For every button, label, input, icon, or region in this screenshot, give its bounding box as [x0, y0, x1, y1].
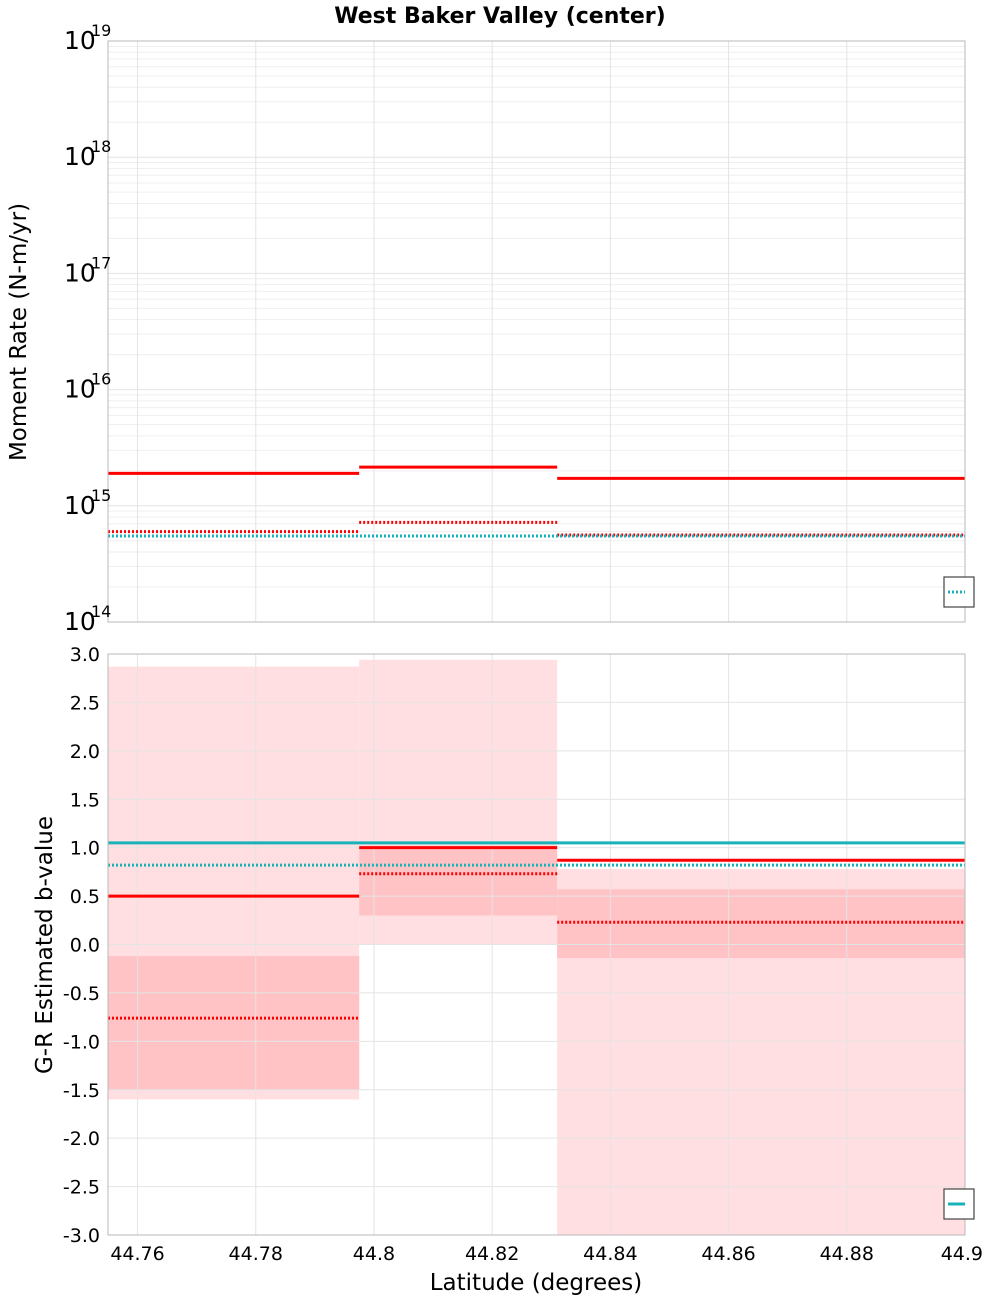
x-tick-label: 44.84	[583, 1243, 637, 1265]
moment-rate-y-tick-exponent: 16	[91, 370, 111, 389]
b-value-uncertainty-band	[108, 956, 360, 1090]
moment-rate-y-tick-exponent: 17	[91, 253, 111, 272]
b-value-y-tick-label: -3.0	[63, 1225, 100, 1247]
b-value-y-tick-label: -1.5	[63, 1080, 100, 1102]
b-value-y-tick-label: 1.0	[70, 838, 100, 860]
x-tick-label: 44.82	[465, 1243, 519, 1265]
moment-rate-y-tick-exponent: 15	[91, 486, 111, 505]
x-tick-label: 44.88	[820, 1243, 874, 1265]
moment-rate-y-axis-label: Moment Rate (N-m/yr)	[6, 203, 32, 461]
b-value-y-axis-label: G-R Estimated b-value	[32, 816, 58, 1074]
moment-rate-y-tick-exponent: 18	[91, 137, 111, 156]
b-value-x-ticks: 44.76 44.78 44.8 44.82 44.84 44.86 44.88 44.9	[110, 1243, 983, 1265]
x-tick-label: 44.9	[941, 1243, 983, 1265]
b-value-legend	[943, 1188, 975, 1220]
b-value-uncertainty-band	[359, 847, 558, 916]
moment-rate-y-tick-base: 10	[64, 491, 96, 520]
moment-rate-y-tick-base: 10	[64, 142, 96, 171]
moment-rate-legend	[943, 576, 975, 608]
b-value-uncertainty-bands	[108, 659, 965, 1235]
b-value-y-tick-label: 3.0	[70, 644, 100, 666]
moment-rate-frame	[107, 40, 966, 623]
b-value-y-ticks: 3.0 2.5 2.0 1.5 1.0 0.5 0.0 -0.5 -1.0 -1.5 -2.0 -2.…	[63, 644, 100, 1247]
b-value-y-tick-label: 0.0	[70, 935, 100, 957]
chart-title: West Baker Valley (center)	[334, 4, 665, 29]
moment-rate-grid	[108, 40, 966, 623]
x-tick-label: 44.78	[229, 1243, 283, 1265]
b-value-uncertainty-band	[557, 889, 965, 959]
b-value-y-tick-label: -0.5	[63, 983, 100, 1005]
b-value-frame	[107, 653, 966, 1236]
b-value-y-tick-label: 0.5	[70, 886, 100, 908]
moment-rate-y-tick-base: 10	[64, 607, 96, 636]
b-value-y-tick-label: 2.0	[70, 741, 100, 763]
moment-rate-y-tick-base: 10	[64, 258, 96, 287]
moment-rate-y-tick-exponent: 19	[91, 21, 111, 40]
moment-rate-y-tick-base: 10	[64, 375, 96, 404]
b-value-series	[108, 841, 965, 1020]
x-tick-label: 44.8	[353, 1243, 395, 1265]
x-tick-label: 44.76	[110, 1243, 164, 1265]
x-tick-label: 44.86	[701, 1243, 755, 1265]
b-value-y-tick-label: 2.5	[70, 692, 100, 714]
moment-rate-y-tick-base: 10	[64, 26, 96, 55]
moment-rate-y-tick-exponent: 14	[91, 602, 111, 621]
x-axis-label: Latitude (degrees)	[430, 1270, 643, 1296]
moment-rate-series	[108, 465, 965, 538]
b-value-y-tick-label: -2.0	[63, 1128, 100, 1150]
b-value-panel: 3.0 2.5 2.0 1.5 1.0 0.5 0.0 -0.5 -1.0 -1.5 -2.0 -2.…	[32, 644, 983, 1296]
b-value-y-tick-label: -2.5	[63, 1177, 100, 1199]
b-value-y-tick-label: 1.5	[70, 789, 100, 811]
b-value-y-tick-label: -1.0	[63, 1031, 100, 1053]
